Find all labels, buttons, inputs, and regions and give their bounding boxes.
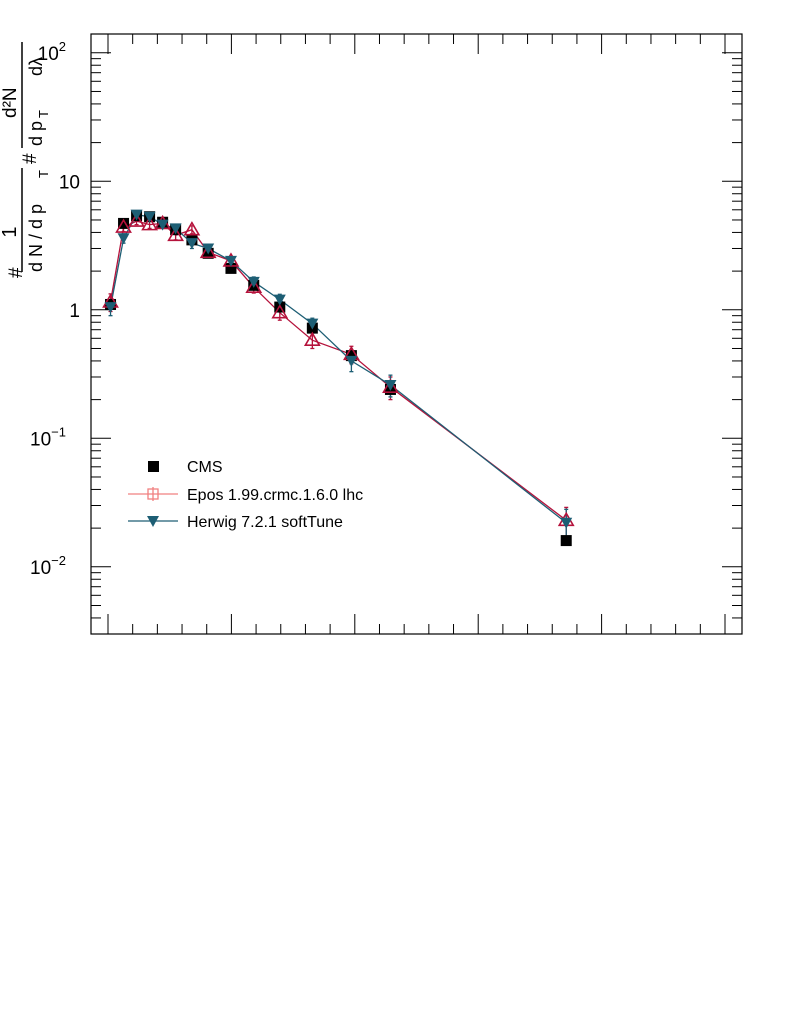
legend-entry-herwig: Herwig 7.2.1 softTune [128, 514, 343, 531]
series-markers-2 [104, 209, 573, 529]
data-point-triangle-down [384, 379, 397, 391]
y-tick-label: 10 [59, 172, 80, 193]
y-axis-label: # 1 d N / d p T # d²N d p T dλ [0, 42, 51, 278]
legend-marker-herwig [147, 516, 159, 527]
data-point-triangle [141, 216, 158, 231]
series-line [109, 213, 567, 524]
y-tick-label: 1 [69, 301, 80, 322]
data-point-triangle [245, 278, 263, 293]
axes: 10−2 10−1 1 10 102 [30, 34, 742, 635]
y-label-hash: # [6, 267, 27, 278]
legend-marker-cms [148, 461, 159, 472]
legend-entry-cms: CMS [148, 459, 223, 476]
y-label-frac2-den-tail: dλ [26, 57, 46, 76]
y-label-hash-2: # [20, 153, 41, 164]
legend-label-herwig: Herwig 7.2.1 softTune [187, 514, 343, 531]
data-point-square [560, 535, 572, 547]
data-point-triangle [382, 378, 399, 393]
data-point-triangle [183, 221, 201, 236]
y-label-frac1-den-sub: T [36, 170, 51, 178]
legend-entry-epos: Epos 1.99.crmc.1.6.0 lhc [128, 487, 363, 504]
data-point-triangle-down [306, 318, 319, 330]
data-point-triangle-down [143, 211, 156, 223]
y-label-frac1-num: 1 [0, 226, 21, 237]
y-tick-label: 10−2 [30, 553, 66, 579]
data-point-square [118, 217, 130, 229]
data-point-triangle [115, 218, 132, 233]
y-label-frac2-den: d p [26, 121, 46, 146]
legend: CMS Epos 1.99.crmc.1.6.0 lhc Herwig 7.2.… [128, 459, 363, 531]
data-point-triangle [128, 212, 145, 227]
data-point-triangle [199, 243, 217, 259]
data-point-triangle-down [560, 517, 573, 529]
data-point-triangle-down [156, 219, 169, 231]
legend-label-cms: CMS [187, 459, 223, 476]
data-point-triangle [271, 304, 289, 319]
series-markers-1 [102, 212, 575, 527]
y-tick-label: 102 [38, 39, 66, 65]
data-point-square [345, 350, 357, 362]
data-point-triangle-down [104, 302, 117, 314]
legend-label-epos: Epos 1.99.crmc.1.6.0 lhc [187, 487, 363, 504]
data-point-triangle-down [273, 294, 286, 306]
data-point-triangle-down [202, 243, 215, 255]
series-layer [102, 209, 575, 547]
y-label-frac2-den-sub: T [36, 110, 51, 118]
data-point-triangle-down [247, 276, 260, 288]
data-point-triangle-down [224, 255, 237, 267]
data-point-triangle-down [185, 238, 198, 250]
y-label-frac1-den: d N / d p [26, 204, 46, 272]
data-point-square [225, 262, 237, 274]
data-point-triangle-down [117, 233, 130, 245]
series-line [109, 220, 567, 521]
data-point-triangle-down [169, 223, 182, 235]
data-point-triangle [303, 331, 321, 346]
y-label-frac2-num: d²N [0, 87, 21, 118]
plot-frame [90, 33, 743, 635]
y-tick-label: 10−1 [30, 424, 66, 450]
data-point-triangle-down [345, 355, 358, 367]
data-point-triangle-down [130, 209, 143, 221]
data-point-triangle [167, 226, 185, 242]
